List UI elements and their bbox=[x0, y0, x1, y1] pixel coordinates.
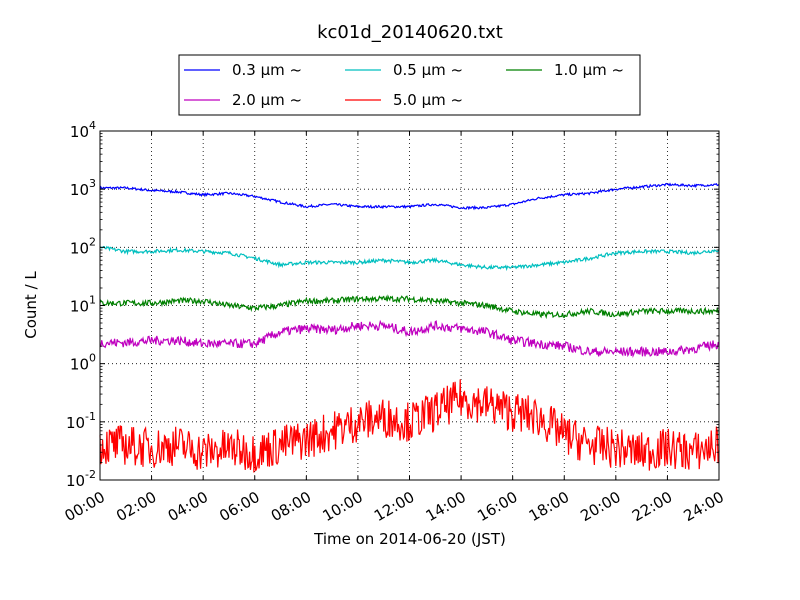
series-line bbox=[99, 319, 720, 359]
legend-label: 0.3 μm ~ bbox=[232, 61, 302, 79]
legend-label: 0.5 μm ~ bbox=[393, 61, 463, 79]
x-axis-label: Time on 2014-06-20 (JST) bbox=[313, 530, 506, 548]
series-line bbox=[99, 182, 720, 211]
series-line bbox=[99, 379, 720, 473]
y-axis-label: Count / L bbox=[22, 271, 40, 339]
series-line bbox=[99, 294, 720, 320]
chart-title: kc01d_20140620.txt bbox=[317, 22, 503, 43]
legend-label: 5.0 μm ~ bbox=[393, 91, 463, 109]
series-line bbox=[99, 245, 720, 272]
legend-label: 1.0 μm ~ bbox=[554, 61, 624, 79]
series-layer bbox=[99, 182, 720, 473]
axis-ticks bbox=[99, 130, 720, 481]
legend-label: 2.0 μm ~ bbox=[232, 91, 302, 109]
legend: 0.3 μm ~ 0.5 μm ~ 1.0 μm ~ 2.0 μm ~ 5.0 μm ~ bbox=[178, 54, 641, 116]
legend-box bbox=[178, 54, 641, 116]
